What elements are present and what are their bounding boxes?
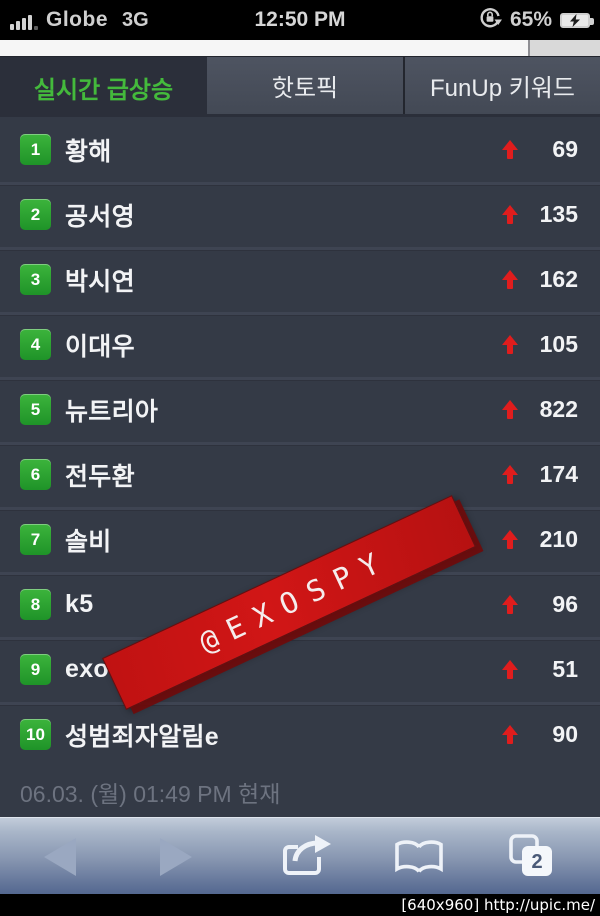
keyword-label: 황해: [65, 137, 112, 166]
share-icon[interactable]: [282, 835, 332, 882]
tab-bar: 실시간 급상승 핫토픽 FunUp 키워드: [0, 57, 600, 117]
tab-realtime-trending[interactable]: 실시간 급상승: [0, 57, 207, 117]
rank-change-value: 135: [539, 201, 578, 227]
rank-badge: 6: [20, 459, 51, 490]
rank-badge: 7: [20, 524, 51, 555]
rank-up-arrow-icon: [502, 529, 518, 550]
keyword-label: 공서영: [65, 202, 135, 231]
image-host-watermark: [640x960] http://upic.me/: [401, 896, 595, 914]
rank-up-arrow-icon: [502, 269, 518, 290]
status-bar: Globe 3G 12:50 PM 65%: [0, 0, 600, 40]
keyword-label: k5: [65, 590, 94, 618]
rank-change-value: 90: [552, 721, 578, 747]
rank-change-value: 162: [539, 266, 578, 292]
keyword-label: 전두환: [65, 462, 135, 491]
forward-icon[interactable]: [160, 838, 192, 876]
keyword-label: 솔비: [65, 527, 112, 556]
rank-up-arrow-icon: [502, 204, 518, 225]
rank-badge: 5: [20, 394, 51, 425]
trending-row[interactable]: 6 전두환 174: [0, 442, 600, 507]
signal-strength-icon: [10, 15, 38, 32]
rank-up-arrow-icon: [502, 464, 518, 485]
pages-icon[interactable]: 2: [508, 833, 556, 884]
trending-row[interactable]: 4 이대우 105: [0, 312, 600, 377]
carrier-label: Globe: [46, 8, 109, 31]
tab-hot-topic[interactable]: 핫토픽: [207, 57, 403, 114]
browser-toolbar: 2: [0, 817, 600, 894]
orientation-lock-icon: [478, 6, 502, 35]
rank-badge: 1: [20, 134, 51, 165]
rank-badge: 4: [20, 329, 51, 360]
trending-row[interactable]: 10 성범죄자알림e 90: [0, 702, 600, 767]
rank-change-value: 822: [539, 396, 578, 422]
back-icon[interactable]: [44, 838, 76, 876]
rank-badge: 2: [20, 199, 51, 230]
trending-row[interactable]: 8 k5 96: [0, 572, 600, 637]
bottom-strip: [640x960] http://upic.me/: [0, 894, 600, 916]
rank-change-value: 69: [552, 136, 578, 162]
keyword-label: 박시연: [65, 267, 135, 296]
rank-up-arrow-icon: [502, 139, 518, 160]
trending-row[interactable]: 2 공서영 135: [0, 182, 600, 247]
rank-change-value: 96: [552, 591, 578, 617]
rank-up-arrow-icon: [502, 724, 518, 745]
keyword-label: 뉴트리아: [65, 397, 159, 426]
trending-row[interactable]: 7 솔비 210: [0, 507, 600, 572]
battery-percent-label: 65%: [509, 8, 552, 31]
rank-change-value: 210: [539, 526, 578, 552]
address-bar-sliver[interactable]: [0, 40, 600, 57]
rank-up-arrow-icon: [502, 399, 518, 420]
clock-label: 12:50 PM: [254, 8, 346, 31]
trending-row[interactable]: 3 박시연 162: [0, 247, 600, 312]
network-type-label: 3G: [122, 9, 149, 31]
keyword-label: 성범죄자알림e: [65, 722, 220, 751]
rank-badge: 8: [20, 589, 51, 620]
trending-list: 1 황해 69 2 공서영 135 3 박시연: [0, 117, 600, 767]
updated-timestamp: 06.03. (월) 01:49 PM 현재: [0, 767, 600, 817]
trending-row[interactable]: 1 황해 69: [0, 117, 600, 182]
keyword-label: exo: [65, 655, 109, 683]
trending-row[interactable]: 9 exo 51: [0, 637, 600, 702]
bookmarks-icon[interactable]: [394, 840, 444, 881]
trending-row[interactable]: 5 뉴트리아 822: [0, 377, 600, 442]
battery-charging-icon: [560, 12, 594, 28]
rank-up-arrow-icon: [502, 334, 518, 355]
rank-badge: 10: [20, 719, 51, 750]
rank-badge: 3: [20, 264, 51, 295]
rank-change-value: 174: [539, 461, 578, 487]
pages-count-label: 2: [531, 851, 542, 873]
rank-change-value: 105: [539, 331, 578, 357]
rank-badge: 9: [20, 654, 51, 685]
tab-funup-keyword[interactable]: FunUp 키워드: [403, 57, 600, 114]
rank-up-arrow-icon: [502, 594, 518, 615]
rank-up-arrow-icon: [502, 659, 518, 680]
rank-change-value: 51: [552, 656, 578, 682]
search-field-sliver[interactable]: [528, 40, 600, 56]
keyword-label: 이대우: [65, 332, 135, 361]
